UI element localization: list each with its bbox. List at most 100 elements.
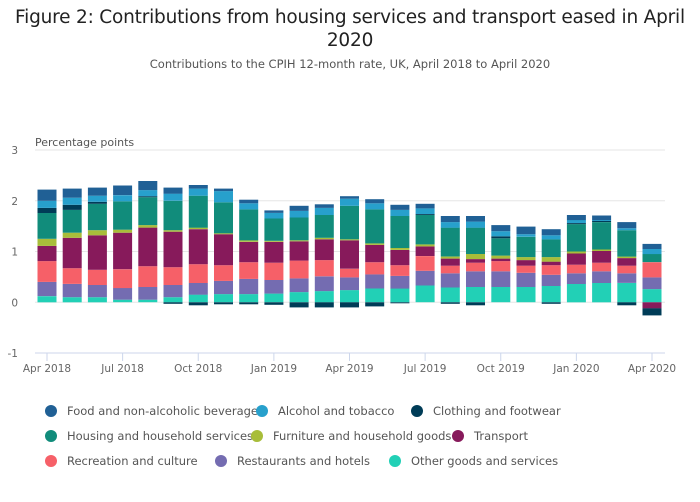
bar-segment[interactable] [289, 217, 309, 241]
bar-segment[interactable] [214, 202, 233, 234]
bar-segment[interactable] [87, 269, 107, 285]
bar-segment[interactable] [188, 302, 208, 306]
bar-segment[interactable] [340, 239, 359, 241]
bar-segment[interactable] [239, 209, 259, 241]
bar-segment[interactable] [62, 268, 82, 284]
bar-segment[interactable] [113, 185, 133, 196]
bar-segment[interactable] [566, 223, 586, 225]
bar-segment[interactable] [516, 265, 536, 273]
bar-segment[interactable] [592, 283, 612, 303]
bar-segment[interactable] [138, 287, 158, 300]
bar-segment[interactable] [516, 272, 536, 287]
bar-segment[interactable] [113, 299, 133, 303]
bar-segment[interactable] [264, 293, 284, 303]
bar-segment[interactable] [87, 195, 107, 202]
bar-segment[interactable] [188, 229, 208, 265]
bar-segment[interactable] [264, 302, 284, 305]
bar-segment[interactable] [491, 255, 511, 259]
bar-segment[interactable] [440, 273, 460, 288]
bar-segment[interactable] [239, 199, 259, 204]
bar-segment[interactable] [340, 268, 359, 278]
bar-segment[interactable] [466, 221, 485, 228]
bar-segment[interactable] [617, 265, 637, 274]
bar-segment[interactable] [37, 245, 57, 262]
bar-segment[interactable] [138, 299, 158, 303]
bar-segment[interactable] [289, 240, 309, 242]
bar-segment[interactable] [239, 302, 259, 305]
bar-segment[interactable] [87, 297, 107, 303]
bar-segment[interactable] [87, 203, 107, 231]
bar-segment[interactable] [516, 287, 536, 303]
bar-segment[interactable] [566, 273, 586, 284]
bar-segment[interactable] [541, 257, 561, 262]
bar-segment[interactable] [214, 294, 233, 303]
bar-segment[interactable] [188, 188, 208, 196]
legend-item-other[interactable]: Other goods and services [389, 454, 558, 468]
bar-segment[interactable] [390, 216, 410, 248]
bar-segment[interactable] [415, 244, 435, 247]
bar-segment[interactable] [163, 267, 183, 285]
bar-segment[interactable] [163, 297, 183, 303]
bar-segment[interactable] [592, 262, 612, 272]
bar-segment[interactable] [163, 285, 183, 298]
bar-segment[interactable] [37, 296, 57, 303]
bar-segment[interactable] [592, 251, 612, 263]
bar-segment[interactable] [37, 207, 57, 213]
bar-segment[interactable] [390, 247, 410, 250]
bar-segment[interactable] [340, 290, 359, 303]
bar-segment[interactable] [264, 241, 284, 263]
bar-segment[interactable] [415, 285, 435, 303]
bar-segment[interactable] [566, 215, 586, 221]
bar-segment[interactable] [440, 265, 460, 274]
bar-segment[interactable] [289, 302, 309, 308]
bar-segment[interactable] [466, 227, 485, 254]
bar-segment[interactable] [138, 227, 158, 267]
bar-segment[interactable] [289, 278, 309, 293]
bar-segment[interactable] [314, 239, 334, 261]
bar-segment[interactable] [188, 185, 208, 189]
bar-segment[interactable] [340, 302, 359, 308]
bar-segment[interactable] [214, 302, 233, 305]
bar-segment[interactable] [642, 249, 662, 255]
bar-segment[interactable] [440, 227, 460, 257]
bar-segment[interactable] [390, 265, 410, 276]
bar-segment[interactable] [163, 200, 183, 231]
bar-segment[interactable] [138, 181, 158, 191]
bar-segment[interactable] [617, 256, 637, 259]
bar-segment[interactable] [491, 238, 511, 256]
bar-segment[interactable] [491, 236, 511, 239]
bar-segment[interactable] [466, 259, 485, 263]
bar-segment[interactable] [87, 235, 107, 270]
bar-segment[interactable] [113, 288, 133, 300]
bar-segment[interactable] [163, 231, 183, 268]
bar-segment[interactable] [264, 210, 284, 213]
bar-segment[interactable] [113, 269, 133, 289]
bar-segment[interactable] [617, 228, 637, 231]
bar-segment[interactable] [516, 226, 536, 235]
bar-segment[interactable] [138, 196, 158, 198]
bar-segment[interactable] [264, 279, 284, 294]
bar-segment[interactable] [163, 230, 183, 232]
bar-segment[interactable] [390, 204, 410, 210]
bar-segment[interactable] [617, 258, 637, 266]
legend-item-housing[interactable]: Housing and household services [45, 429, 253, 443]
bar-segment[interactable] [541, 265, 561, 275]
bar-segment[interactable] [138, 266, 158, 287]
legend-item-restaurants[interactable]: Restaurants and hotels [215, 454, 370, 468]
bar-segment[interactable] [491, 271, 511, 287]
bar-segment[interactable] [264, 240, 284, 242]
bar-segment[interactable] [314, 204, 334, 208]
bar-segment[interactable] [365, 274, 385, 289]
bar-segment[interactable] [314, 260, 334, 277]
bar-segment[interactable] [365, 203, 385, 210]
bar-segment[interactable] [617, 230, 637, 257]
bar-segment[interactable] [289, 241, 309, 261]
bar-segment[interactable] [138, 190, 158, 197]
bar-segment[interactable] [617, 302, 637, 306]
bar-segment[interactable] [188, 195, 208, 228]
bar-segment[interactable] [264, 212, 284, 219]
bar-segment[interactable] [642, 262, 662, 278]
bar-segment[interactable] [642, 243, 662, 249]
bar-segment[interactable] [516, 236, 536, 258]
bar-segment[interactable] [188, 227, 208, 230]
